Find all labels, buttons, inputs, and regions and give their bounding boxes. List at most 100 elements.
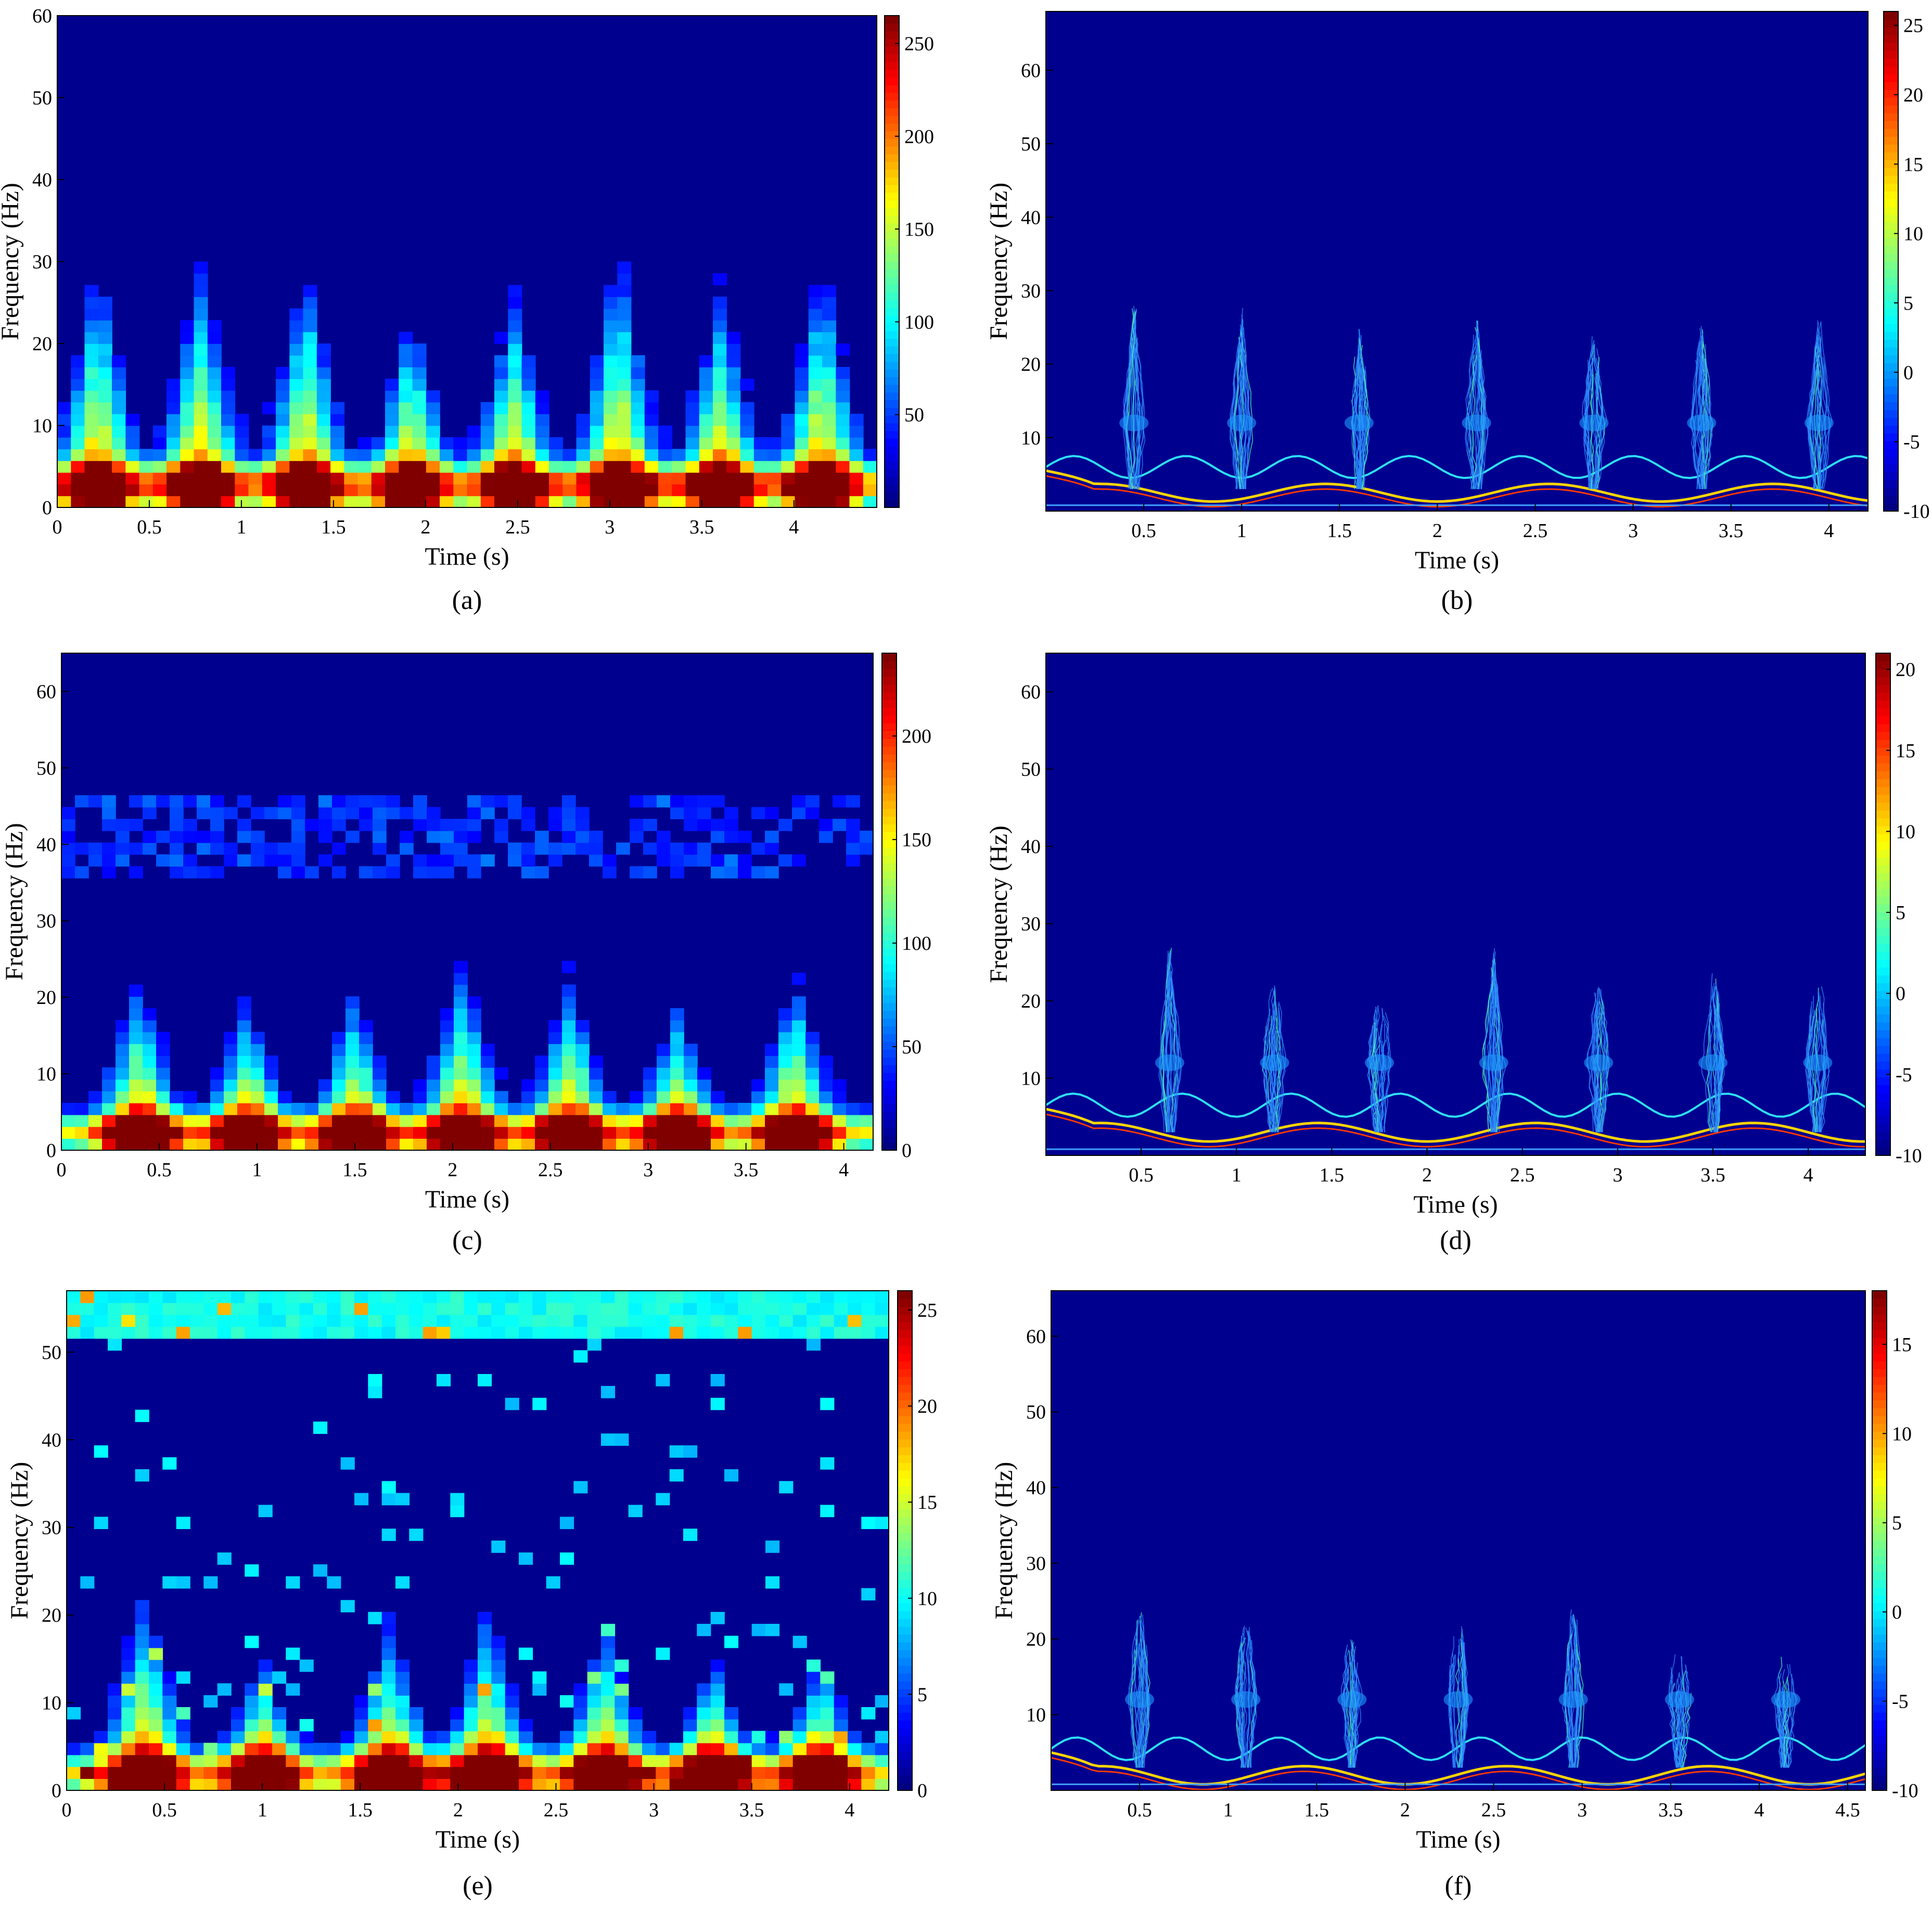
cell <box>751 1079 765 1092</box>
cell <box>792 1008 806 1021</box>
cell <box>792 1032 806 1045</box>
cell <box>807 1742 821 1755</box>
cell <box>601 1695 616 1708</box>
strand <box>1123 333 1133 489</box>
cell <box>548 1055 562 1068</box>
cell <box>121 1778 136 1791</box>
cell <box>822 495 837 508</box>
cell <box>573 1731 588 1744</box>
cell <box>102 1079 116 1092</box>
cell <box>299 1291 314 1303</box>
cell <box>313 1302 328 1315</box>
cell <box>670 1055 684 1068</box>
cell <box>67 1314 81 1327</box>
cell <box>67 1766 81 1779</box>
y-tick-label: 10 <box>32 415 52 437</box>
cell <box>464 1754 478 1767</box>
cell <box>71 495 85 508</box>
colorbar-segment <box>1872 1502 1887 1510</box>
strand <box>1350 1675 1355 1768</box>
cell <box>125 495 140 508</box>
cell <box>176 1576 190 1589</box>
blob <box>1579 414 1609 431</box>
colorbar-segment <box>1872 1377 1887 1385</box>
y-tick-label: 40 <box>1021 207 1041 228</box>
cell <box>669 1326 684 1339</box>
cell <box>427 819 441 831</box>
cell <box>765 1576 780 1589</box>
colorbar-segment <box>885 400 899 408</box>
cell <box>548 842 562 855</box>
cell <box>765 842 779 855</box>
cell <box>631 461 645 473</box>
cell <box>480 449 495 461</box>
cell <box>121 1754 136 1767</box>
cell <box>781 484 796 497</box>
cell <box>440 866 454 879</box>
cell <box>617 261 632 274</box>
cell <box>740 472 754 485</box>
y-tick-label: 10 <box>1026 1704 1046 1726</box>
cell <box>548 1079 562 1092</box>
colorbar-segment <box>885 438 899 447</box>
cell <box>176 1719 190 1732</box>
strand <box>1232 324 1243 489</box>
colorbar-tick-label: -5 <box>1896 1064 1912 1086</box>
cell <box>381 1719 396 1732</box>
cell <box>615 1731 629 1744</box>
strand <box>1683 1665 1690 1768</box>
cell <box>381 1659 396 1672</box>
cell <box>381 1326 396 1339</box>
cell <box>792 795 806 808</box>
cell <box>657 1044 671 1056</box>
cell <box>508 425 522 438</box>
cell <box>562 807 576 820</box>
cell <box>303 297 317 309</box>
cell <box>562 1008 576 1021</box>
cell <box>121 1707 136 1720</box>
cell <box>354 1314 369 1327</box>
cell <box>135 1612 149 1624</box>
cell <box>450 1302 465 1315</box>
cell <box>332 1067 346 1080</box>
cell <box>713 344 727 356</box>
cell <box>427 866 441 879</box>
cell <box>713 308 727 321</box>
colorbar-tick-label: 5 <box>1896 902 1905 924</box>
x-tick-label: 4 <box>1754 1799 1764 1821</box>
cell <box>535 866 549 879</box>
colorbar-segment <box>1872 1744 1887 1752</box>
cell <box>807 1671 821 1684</box>
cell <box>121 1647 136 1660</box>
cell <box>251 807 265 820</box>
colorbar-segment <box>898 1744 912 1752</box>
cell <box>848 1291 862 1303</box>
cell <box>454 1079 468 1092</box>
cell <box>381 1683 396 1696</box>
cell <box>505 1695 519 1708</box>
strand <box>1591 1011 1598 1133</box>
strand <box>1276 1017 1282 1133</box>
cell <box>792 1778 807 1791</box>
cell <box>286 1326 300 1339</box>
cell <box>278 807 292 820</box>
cell <box>399 461 413 473</box>
cell <box>413 795 427 808</box>
cell <box>316 367 331 379</box>
cell <box>440 484 454 497</box>
cell <box>617 461 632 473</box>
cell <box>135 1469 149 1482</box>
cell <box>631 390 645 403</box>
cell <box>464 1742 478 1755</box>
cell <box>628 1326 643 1339</box>
cell <box>726 461 741 473</box>
cell <box>454 1055 468 1068</box>
cell <box>108 1326 122 1339</box>
cell <box>231 1326 246 1339</box>
cell <box>535 1103 549 1115</box>
colorbar-segment <box>1884 66 1898 74</box>
cell <box>669 1742 684 1755</box>
cell <box>437 1766 451 1779</box>
